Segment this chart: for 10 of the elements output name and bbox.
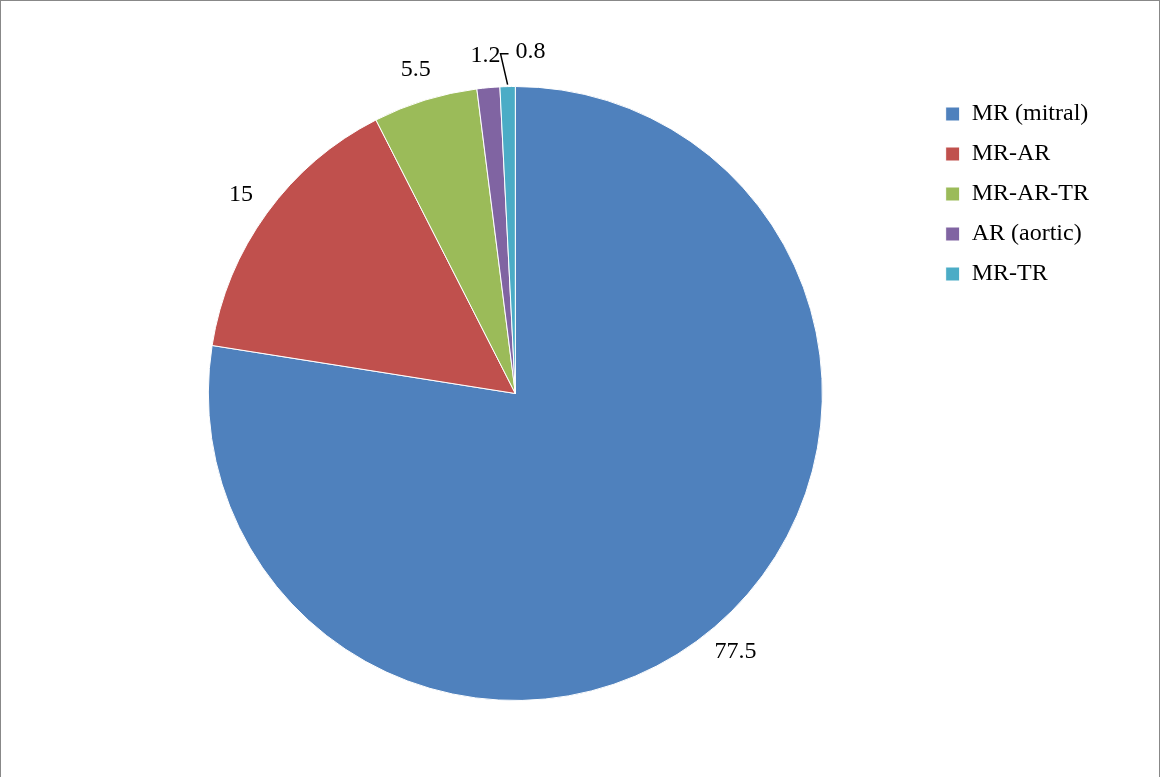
- legend-label: MR-AR: [971, 139, 1051, 166]
- legend-label: MR-AR-TR: [971, 179, 1089, 206]
- data-label: 0.8: [515, 37, 546, 64]
- legend-label: MR (mitral): [971, 99, 1089, 126]
- legend-label: MR-TR: [971, 259, 1048, 286]
- legend-label: AR (aortic): [971, 219, 1082, 246]
- data-label: 77.5: [714, 636, 757, 663]
- data-label: 15: [229, 179, 254, 206]
- data-label: 5.5: [400, 54, 431, 81]
- data-label: 1.2: [470, 41, 501, 68]
